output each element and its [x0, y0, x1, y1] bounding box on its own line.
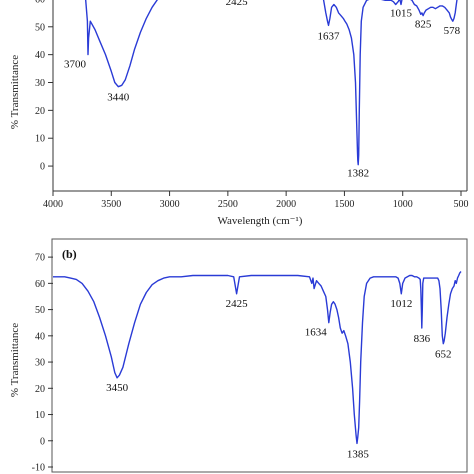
peak-label: 1637: [317, 30, 340, 42]
peak-label: 3440: [107, 92, 130, 104]
x-tick-label: 2000: [276, 199, 296, 210]
y-tick-label: 0: [40, 436, 45, 447]
y-tick-label: 30: [35, 78, 45, 89]
x-tick-label: 500: [454, 199, 469, 210]
peak-label: 2425: [226, 0, 249, 8]
x-tick-label: 1500: [334, 199, 354, 210]
peak-label: 1012: [390, 298, 412, 310]
x-tick-label: 3500: [101, 199, 121, 210]
peak-label: 1015: [390, 8, 413, 20]
x-tick-label: 3000: [160, 199, 180, 210]
panel-a: 0 10 20 30 40 50 60 4000 3500 3000 2500 2000 1500 10…: [9, 0, 469, 227]
spectrum-line: [84, 0, 458, 166]
spectrum-line: [53, 271, 462, 445]
y-tick-label: 60: [35, 279, 45, 290]
x-tick-label: 2500: [218, 199, 238, 210]
peak-label: 1385: [347, 448, 370, 460]
peak-label: 825: [415, 19, 432, 31]
panel-a-y-ticks: 0 10 20 30 40 50 60: [35, 0, 53, 173]
panel-a-series: [84, 0, 458, 166]
peak-label: 578: [444, 25, 461, 37]
peak-label: 1634: [305, 327, 328, 339]
panel-a-x-ticks: 4000 3500 3000 2500 2000 1500 1000 500: [43, 191, 469, 210]
peak-label: 2425: [226, 298, 249, 310]
y-tick-label: 10: [35, 410, 45, 421]
y-tick-label: 70: [35, 253, 45, 264]
panel-b-annotations: 3450 2425 1634 1385 1012 836 652: [106, 298, 451, 461]
peak-label: 652: [435, 349, 452, 361]
y-tick-label: 10: [35, 134, 45, 145]
peak-label: 3700: [64, 59, 87, 71]
panel-b: (b) -10 0 10 20 30 40 50 60 70 % Transmittance 3…: [9, 238, 468, 474]
panel-b-y-axis-label: % Transmittance: [9, 323, 21, 397]
panel-a-x-axis-label: Wavelength (cm⁻¹): [218, 215, 303, 227]
y-tick-label: 20: [35, 384, 45, 395]
y-tick-label: 30: [35, 358, 45, 369]
panel-b-label: (b): [62, 247, 77, 261]
panel-a-y-axis-label: % Transmittance: [9, 55, 21, 129]
peak-label: 3450: [106, 382, 129, 394]
y-tick-label: 0: [40, 162, 45, 173]
panel-b-frame: [51, 238, 468, 473]
panel-b-series: [53, 271, 462, 445]
y-tick-label: 50: [35, 305, 45, 316]
peak-label: 1382: [347, 168, 369, 180]
panel-b-y-ticks: -10 0 10 20 30 40 50 60 70: [32, 253, 53, 474]
peak-label: 836: [414, 333, 431, 345]
y-tick-label: 40: [35, 331, 45, 342]
y-tick-label: 40: [35, 50, 45, 61]
y-tick-label: 50: [35, 22, 45, 33]
x-tick-label: 4000: [43, 199, 63, 210]
y-tick-label: 60: [35, 0, 45, 5]
y-tick-label: 20: [35, 106, 45, 117]
y-tick-label: -10: [32, 463, 45, 474]
x-tick-label: 1000: [393, 199, 413, 210]
